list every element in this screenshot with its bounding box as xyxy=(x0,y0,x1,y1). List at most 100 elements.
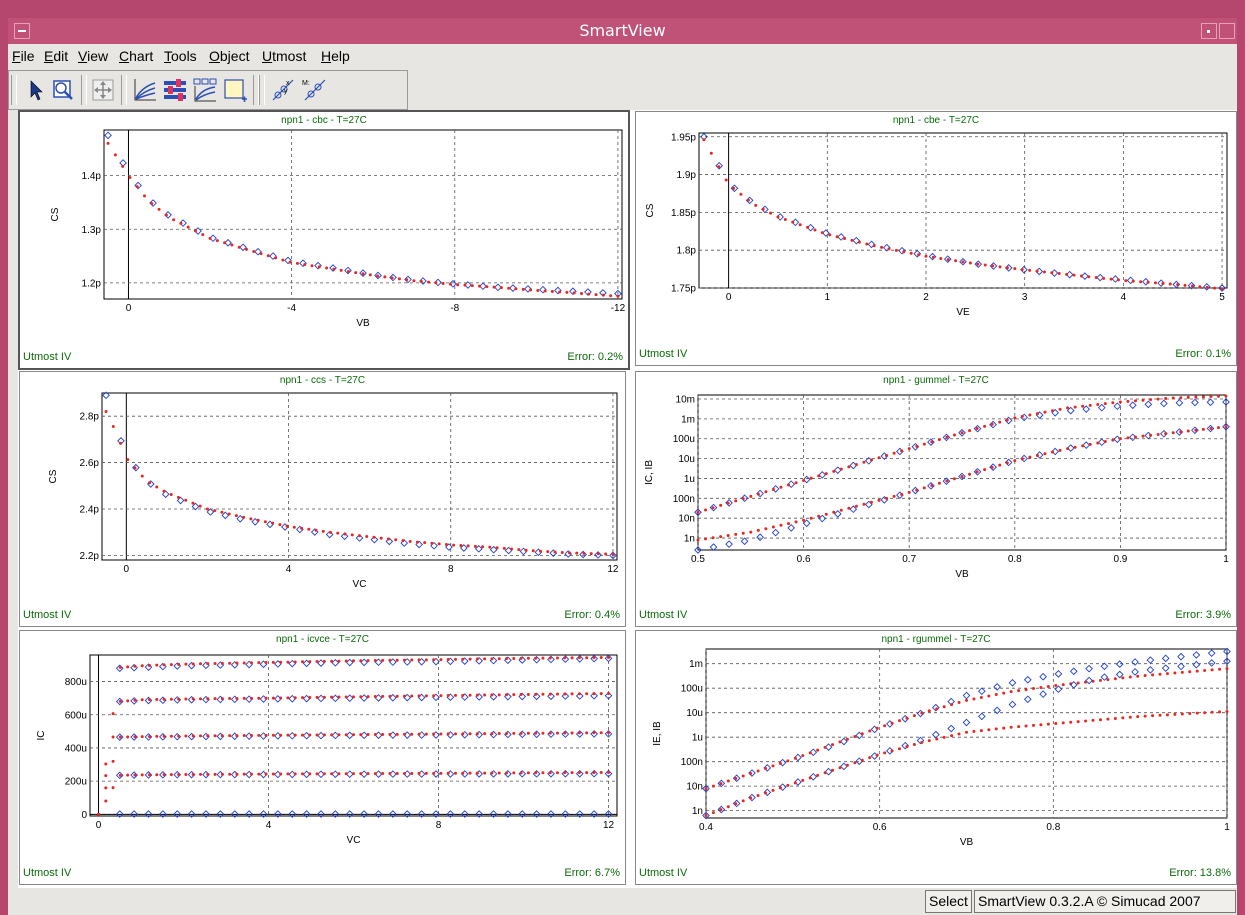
window-menu-button[interactable] xyxy=(14,23,30,39)
sliders-icon[interactable] xyxy=(161,76,189,104)
simulated-point xyxy=(488,545,492,549)
chart-panel-icvce[interactable]: npn1 - icvce - T=27C 0 4 8 12 0 200u 400u 600u 8… xyxy=(19,630,626,885)
simulated-point xyxy=(466,544,470,548)
measured-point xyxy=(1100,662,1109,671)
simulated-point xyxy=(1118,400,1122,404)
measured-point xyxy=(1111,275,1120,283)
simulated-point xyxy=(1149,398,1153,402)
measured-point xyxy=(709,503,718,512)
simulated-point xyxy=(526,692,530,696)
menu-object[interactable]: Object xyxy=(209,48,250,64)
chart-panel-cbe[interactable]: npn1 - cbe - T=27C 0 1 2 3 4 5 1.75p 1.8p 1.85p 1… xyxy=(635,111,1237,366)
simulated-point xyxy=(293,696,297,700)
measured-point xyxy=(460,810,469,818)
simulated-point xyxy=(184,662,188,666)
simulated-point xyxy=(968,261,972,265)
plot-frame xyxy=(103,129,623,300)
title-bar[interactable]: SmartView xyxy=(8,18,1237,44)
simulated-point xyxy=(322,772,326,776)
simulated-point xyxy=(930,484,934,488)
simulated-point xyxy=(1151,714,1155,718)
x-tick-label: 12 xyxy=(607,564,619,575)
zoom-icon[interactable] xyxy=(49,76,77,104)
simulated-point xyxy=(778,761,782,765)
simulated-point xyxy=(395,772,399,776)
simulated-point xyxy=(783,218,787,222)
y-axis-label: CS xyxy=(50,207,61,221)
simulated-point xyxy=(580,291,584,295)
simulated-point xyxy=(1061,721,1065,725)
x-tick-label: 8 xyxy=(436,820,442,831)
measured-point xyxy=(1126,276,1135,285)
simulated-point xyxy=(909,251,913,255)
x-tick-label: 0 xyxy=(126,303,132,314)
new-chart-icon[interactable] xyxy=(221,76,249,104)
simulated-point xyxy=(322,733,326,737)
menu-view[interactable]: View xyxy=(78,48,109,64)
simulated-point xyxy=(1171,431,1175,435)
measured-point xyxy=(1100,673,1109,681)
select-arrow-icon[interactable] xyxy=(22,76,50,104)
measured-point xyxy=(989,463,997,471)
simulated-point xyxy=(931,255,935,259)
x-tick-label: 1 xyxy=(825,292,831,303)
menu-help[interactable]: Help xyxy=(321,48,350,64)
measured-point xyxy=(230,810,239,818)
close-button[interactable] xyxy=(1219,23,1235,39)
chart-title: npn1 - rgummel - T=27C xyxy=(881,634,991,645)
simulated-point xyxy=(162,663,166,667)
menu-file[interactable]: File xyxy=(12,48,35,64)
simulated-point xyxy=(352,659,355,663)
simulated-point xyxy=(206,734,210,738)
curves-icon[interactable] xyxy=(131,76,159,104)
measured-point xyxy=(1131,658,1139,666)
simulated-point xyxy=(1141,398,1145,402)
chart-panel-gummel[interactable]: npn1 - gummel - T=27C 0.5 0.6 0.7 0.8 0.9 1 1n… xyxy=(635,371,1237,627)
simulated-point xyxy=(1218,667,1222,671)
simulated-point xyxy=(1201,427,1205,431)
pan-icon[interactable] xyxy=(89,76,117,104)
multi-chart-icon[interactable] xyxy=(191,76,219,104)
simulated-point xyxy=(417,771,421,775)
simulated-point xyxy=(885,496,889,500)
chart-panel-rgummel[interactable]: npn1 - rgummel - T=27C 0.4 0.6 0.8 1 1n 10n 10… xyxy=(635,630,1237,885)
menu-utmost[interactable]: Utmost xyxy=(262,48,307,64)
simulated-point xyxy=(390,276,394,280)
simulated-point xyxy=(539,549,543,553)
simulated-point xyxy=(133,664,137,668)
simulated-point xyxy=(898,747,902,751)
simulated-point xyxy=(865,242,869,246)
simulated-point xyxy=(983,424,987,428)
simulated-point xyxy=(1088,403,1092,407)
measured-point xyxy=(575,655,584,663)
simulated-point xyxy=(817,474,821,478)
maximize-button[interactable] xyxy=(1201,23,1217,39)
x-tick-label: 0.6 xyxy=(797,554,811,565)
simulated-point xyxy=(991,264,995,268)
simulated-point xyxy=(599,692,603,696)
simulated-point xyxy=(764,766,768,770)
chart-panel-ccs[interactable]: npn1 - ccs - T=27C 0 4 8 12 2.2p 2.4p 2.6p 2.8p… xyxy=(19,371,626,627)
y-tick-label: 1u xyxy=(692,733,703,744)
menu-tools[interactable]: Tools xyxy=(164,48,197,64)
simulated-point xyxy=(604,552,608,556)
simulated-point xyxy=(599,656,603,660)
simulated-point xyxy=(206,697,210,701)
simulated-point xyxy=(140,735,144,739)
menu-edit[interactable]: Edit xyxy=(44,48,69,64)
simulated-point xyxy=(711,536,715,540)
simulated-point xyxy=(257,661,261,665)
chart-panel-cbc[interactable]: npn1 - cbc - T=27C 0 -4 -8 -12 1.2p 1.3p 1.4p V… xyxy=(18,110,630,370)
simulated-point xyxy=(907,490,911,494)
simulated-point xyxy=(960,474,964,478)
simulated-point xyxy=(831,768,835,772)
measured-point xyxy=(269,252,277,260)
simulated-point xyxy=(719,503,723,507)
simulated-point xyxy=(230,243,234,247)
fit-m-icon[interactable]: M: xyxy=(301,76,329,104)
measured-point xyxy=(102,391,110,400)
measured-point xyxy=(1004,458,1013,467)
measured-point xyxy=(1051,447,1060,456)
menu-chart[interactable]: Chart xyxy=(119,48,154,64)
